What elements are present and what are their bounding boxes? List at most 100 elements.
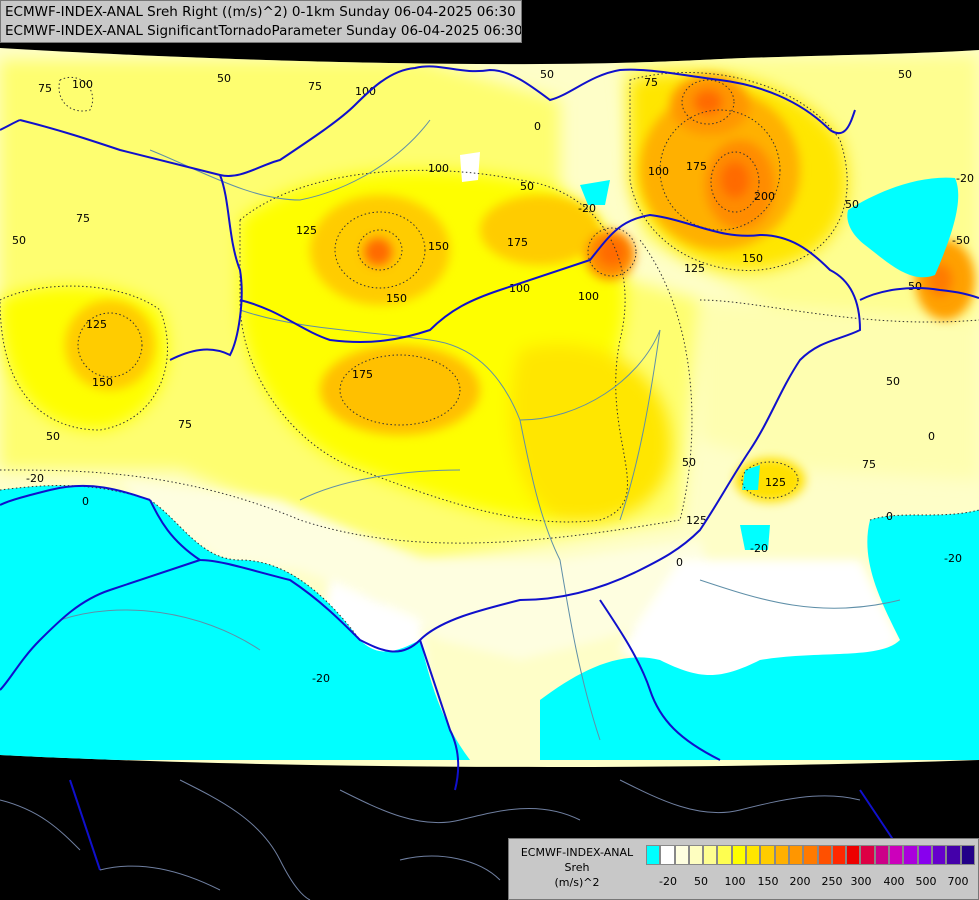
country-borders bbox=[0, 65, 979, 881]
svg-text:50: 50 bbox=[898, 68, 912, 81]
negative-region-east bbox=[540, 510, 979, 760]
svg-text:150: 150 bbox=[428, 240, 449, 253]
svg-text:50: 50 bbox=[520, 180, 534, 193]
legend-swatch bbox=[931, 845, 947, 865]
field-layer: 75 100 50 75 100 50 75 50 100 175 100 20… bbox=[0, 48, 979, 767]
svg-text:200: 200 bbox=[754, 190, 775, 203]
legend-tick: 150 bbox=[757, 875, 779, 888]
svg-text:100: 100 bbox=[648, 165, 669, 178]
svg-text:50: 50 bbox=[217, 72, 231, 85]
regional-borders bbox=[0, 779, 861, 900]
rivers bbox=[59, 119, 901, 741]
legend-title: ECMWF-INDEX-ANAL Sreh (m/s)^2 bbox=[513, 845, 641, 890]
svg-text:50: 50 bbox=[908, 280, 922, 293]
legend-tick: 700 bbox=[947, 875, 969, 888]
legend-tick: 50 bbox=[694, 875, 708, 888]
legend-tick-labels: -20 50 100 150 200 250 300 400 500 700 bbox=[646, 875, 976, 891]
title-line-1: ECMWF-INDEX-ANAL Sreh Right ((m/s)^2) 0-… bbox=[5, 4, 516, 20]
legend-swatch bbox=[917, 845, 932, 865]
svg-text:125: 125 bbox=[296, 224, 317, 237]
legend-tick: 300 bbox=[850, 875, 872, 888]
svg-text:-50: -50 bbox=[952, 234, 970, 247]
legend-tick: -20 bbox=[659, 875, 677, 888]
legend-color-scale bbox=[646, 845, 975, 865]
svg-text:50: 50 bbox=[886, 375, 900, 388]
legend-swatch bbox=[731, 845, 747, 865]
legend-swatch bbox=[817, 845, 832, 865]
svg-text:75: 75 bbox=[76, 212, 90, 225]
legend-swatch bbox=[660, 845, 675, 865]
negative-region-west bbox=[0, 485, 470, 760]
svg-text:175: 175 bbox=[507, 236, 528, 249]
legend-swatch bbox=[774, 845, 789, 865]
legend-swatch bbox=[803, 845, 818, 865]
legend-swatch bbox=[646, 845, 661, 865]
legend-param: Sreh bbox=[564, 861, 590, 874]
legend-swatch bbox=[889, 845, 904, 865]
svg-text:75: 75 bbox=[38, 82, 52, 95]
svg-text:75: 75 bbox=[862, 458, 876, 471]
contour-labels: 75 100 50 75 100 50 75 50 100 175 100 20… bbox=[12, 68, 974, 685]
svg-text:100: 100 bbox=[355, 85, 376, 98]
legend-swatch bbox=[903, 845, 918, 865]
svg-text:-20: -20 bbox=[944, 552, 962, 565]
svg-text:-20: -20 bbox=[956, 172, 974, 185]
svg-text:75: 75 bbox=[644, 76, 658, 89]
svg-text:75: 75 bbox=[178, 418, 192, 431]
title-line-2: ECMWF-INDEX-ANAL SignificantTornadoParam… bbox=[5, 23, 522, 39]
svg-text:50: 50 bbox=[540, 68, 554, 81]
legend-swatch bbox=[703, 845, 718, 865]
svg-text:0: 0 bbox=[534, 120, 541, 133]
legend-swatch bbox=[946, 845, 961, 865]
legend-swatch bbox=[860, 845, 875, 865]
svg-text:125: 125 bbox=[86, 318, 107, 331]
svg-text:175: 175 bbox=[352, 368, 373, 381]
svg-text:-20: -20 bbox=[26, 472, 44, 485]
legend-swatch bbox=[760, 845, 775, 865]
svg-text:50: 50 bbox=[682, 456, 696, 469]
legend-swatch bbox=[831, 845, 847, 865]
legend-tick: 200 bbox=[789, 875, 811, 888]
svg-text:50: 50 bbox=[46, 430, 60, 443]
legend-unit: (m/s)^2 bbox=[554, 876, 600, 889]
svg-text:-20: -20 bbox=[578, 202, 596, 215]
svg-text:0: 0 bbox=[928, 430, 935, 443]
svg-text:-20: -20 bbox=[312, 672, 330, 685]
svg-text:50: 50 bbox=[845, 198, 859, 211]
svg-text:125: 125 bbox=[684, 262, 705, 275]
svg-text:150: 150 bbox=[742, 252, 763, 265]
legend: ECMWF-INDEX-ANAL Sreh (m/s)^2 -20 50 100 15… bbox=[508, 838, 979, 900]
svg-text:150: 150 bbox=[92, 376, 113, 389]
svg-text:175: 175 bbox=[686, 160, 707, 173]
svg-text:100: 100 bbox=[428, 162, 449, 175]
svg-text:100: 100 bbox=[578, 290, 599, 303]
svg-text:150: 150 bbox=[386, 292, 407, 305]
negative-region-northeast bbox=[847, 177, 959, 278]
svg-text:0: 0 bbox=[676, 556, 683, 569]
svg-text:125: 125 bbox=[765, 476, 786, 489]
legend-model: ECMWF-INDEX-ANAL bbox=[520, 846, 634, 859]
map-title-box: ECMWF-INDEX-ANAL Sreh Right ((m/s)^2) 0-… bbox=[0, 0, 522, 43]
svg-text:100: 100 bbox=[72, 78, 93, 91]
svg-text:75: 75 bbox=[308, 80, 322, 93]
legend-swatch bbox=[688, 845, 704, 865]
legend-swatch bbox=[717, 845, 732, 865]
legend-swatch bbox=[788, 845, 804, 865]
legend-swatch bbox=[874, 845, 890, 865]
contour-lines bbox=[0, 72, 979, 641]
svg-text:50: 50 bbox=[12, 234, 26, 247]
legend-swatch bbox=[846, 845, 861, 865]
svg-text:-20: -20 bbox=[750, 542, 768, 555]
legend-tick: 100 bbox=[724, 875, 746, 888]
legend-swatch bbox=[674, 845, 689, 865]
svg-text:125: 125 bbox=[686, 514, 707, 527]
legend-tick: 400 bbox=[883, 875, 905, 888]
legend-tick: 250 bbox=[821, 875, 843, 888]
legend-tick: 500 bbox=[915, 875, 937, 888]
svg-text:0: 0 bbox=[886, 510, 893, 523]
legend-swatch bbox=[960, 845, 975, 865]
legend-swatch bbox=[746, 845, 761, 865]
svg-text:0: 0 bbox=[82, 495, 89, 508]
